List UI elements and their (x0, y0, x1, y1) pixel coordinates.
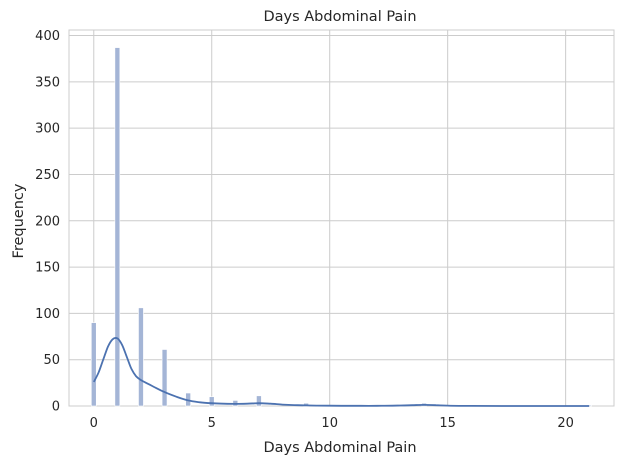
histogram-bar (90, 322, 97, 407)
y-tick-label: 0 (52, 400, 60, 415)
kde-curve (93, 337, 590, 407)
chart-title: Days Abdominal Pain (263, 9, 416, 25)
histogram-bar (161, 349, 168, 407)
y-tick-label: 150 (35, 261, 60, 276)
histogram-bars (90, 47, 593, 407)
y-tick-label: 100 (35, 307, 60, 322)
x-tick-label: 5 (208, 416, 216, 431)
x-tick-label: 15 (439, 416, 456, 431)
x-axis-label: Days Abdominal Pain (263, 440, 416, 456)
x-tick-label: 10 (321, 416, 338, 431)
y-tick-label: 400 (35, 29, 60, 44)
grid-lines (68, 29, 615, 407)
x-tick-label: 20 (557, 416, 574, 431)
y-tick-label: 250 (35, 168, 60, 183)
x-tick-label: 0 (90, 416, 98, 431)
y-tick-label: 350 (35, 75, 60, 90)
histogram-bar (256, 395, 262, 407)
y-tick-label: 300 (35, 122, 60, 137)
histogram-bar (114, 47, 121, 407)
y-tick-label: 200 (35, 214, 60, 229)
y-axis-label: Frequency (11, 183, 27, 258)
plot-frame (68, 29, 615, 407)
histogram-bar (138, 307, 144, 407)
histogram-bar (208, 396, 215, 407)
y-tick-label: 50 (43, 353, 60, 368)
